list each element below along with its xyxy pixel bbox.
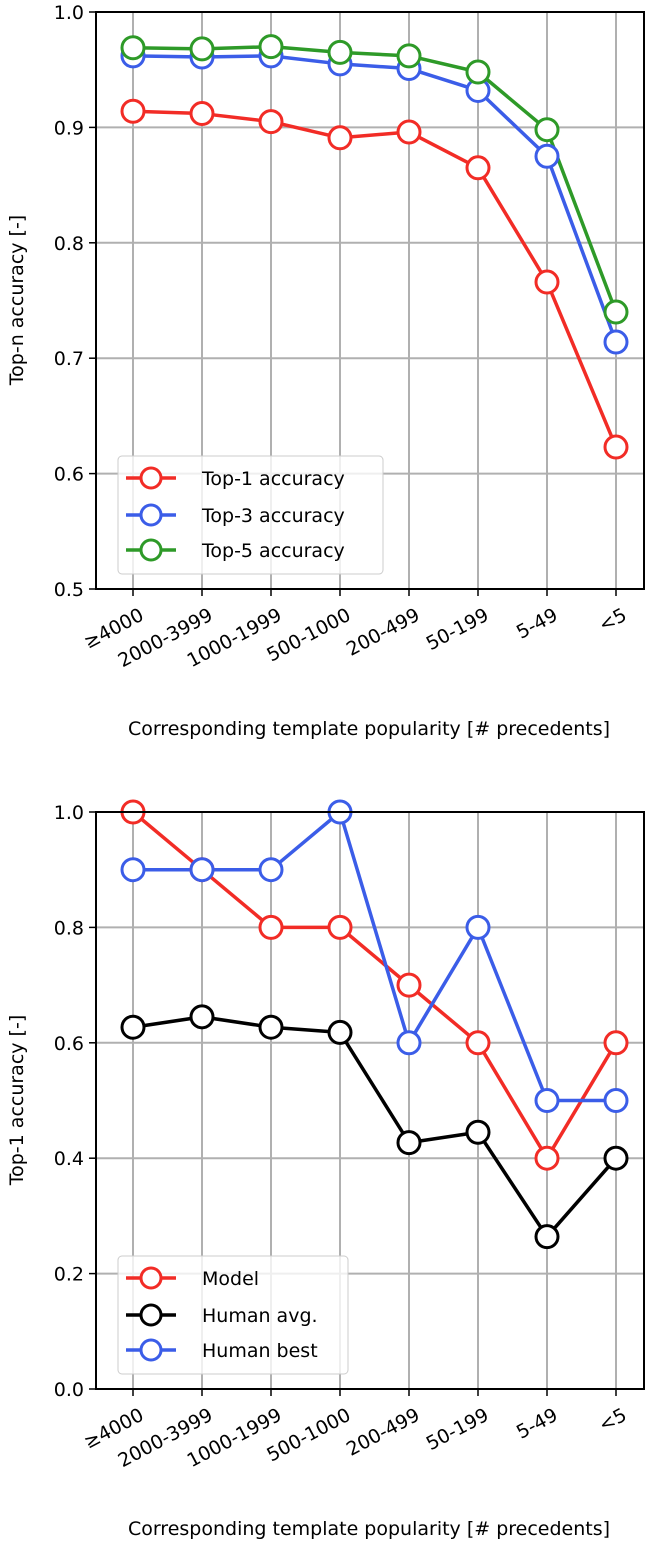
data-point (120, 857, 146, 883)
data-point (189, 36, 215, 62)
data-point (120, 98, 146, 124)
series-markers-top (120, 34, 629, 460)
y-tick-label: 0.5 (54, 579, 84, 601)
legend-entry: Top-1 accuracy (126, 466, 345, 490)
data-point (327, 39, 353, 65)
data-point (258, 109, 284, 135)
data-point (327, 1019, 353, 1045)
x-tick-label: 50-199 (423, 604, 493, 655)
data-point (396, 119, 422, 145)
data-point (465, 914, 491, 940)
data-point (120, 1014, 146, 1040)
data-point (258, 1014, 284, 1040)
series-line (131, 810, 618, 1160)
legend-marker (139, 538, 163, 562)
y-tick-label: 1.0 (54, 802, 84, 824)
y-tick-label: 0.4 (54, 1148, 84, 1170)
data-point (603, 299, 629, 325)
chart-top: 0.50.60.70.80.91.0≥40002000-39991000-199… (6, 2, 645, 740)
y-axis-label-top: Top-n accuracy [-] (6, 215, 28, 386)
legend-label: Top-5 accuracy (201, 540, 345, 562)
data-point (258, 857, 284, 883)
data-point (396, 972, 422, 998)
series-line (132, 54, 618, 343)
data-point (465, 155, 491, 181)
data-point (603, 434, 629, 460)
legend-entry: Model (126, 1266, 259, 1290)
y-tick-label: 1.0 (54, 2, 84, 24)
data-point (120, 35, 146, 61)
data-point (258, 914, 284, 940)
legend-entry: Top-3 accuracy (126, 503, 345, 527)
y-tick-label: 0.0 (54, 1379, 84, 1401)
data-point (189, 857, 215, 883)
data-point (465, 1030, 491, 1056)
series-line (132, 1015, 618, 1239)
y-tick-label: 0.7 (54, 348, 84, 370)
data-point (327, 125, 353, 151)
data-point (189, 1004, 215, 1030)
series-markers-bottom (120, 799, 629, 1250)
data-point (258, 34, 284, 60)
legend-label: Human avg. (202, 1305, 318, 1327)
x-tick-label: 5-49 (513, 604, 561, 644)
y-tick-label: 0.6 (54, 1033, 84, 1055)
x-axis-label-bottom: Corresponding template popularity [# pre… (128, 1518, 610, 1540)
data-point (189, 101, 215, 127)
legend-box-top (117, 455, 384, 575)
legend-marker (139, 1266, 163, 1290)
data-point (534, 1088, 560, 1113)
data-point (465, 1119, 491, 1145)
legend-top: Top-1 accuracy Top-3 accuracy Top-5 accu… (117, 455, 384, 575)
chart-bottom: 0.00.20.40.60.81.0≥40002000-39991000-199… (6, 799, 645, 1540)
data-point (534, 143, 560, 169)
data-point (534, 1224, 560, 1250)
legend-marker (139, 1338, 163, 1362)
legend-entry: Top-5 accuracy (126, 538, 345, 562)
y-axis-label-bottom: Top-1 accuracy [-] (6, 1015, 28, 1187)
legend-bottom: Model Human avg. Human best (117, 1255, 349, 1375)
legend-box-bottom (117, 1255, 349, 1375)
data-point (603, 1145, 629, 1171)
y-tick-label: 0.9 (54, 117, 84, 139)
y-tick-label: 0.8 (54, 917, 84, 939)
legend-label: Human best (202, 1340, 318, 1362)
x-axis-label-top: Corresponding template popularity [# pre… (128, 718, 610, 740)
legend-marker (139, 466, 163, 490)
data-point (465, 59, 491, 85)
data-point (396, 43, 422, 69)
legend-marker (139, 1303, 163, 1327)
legend-entry: Human avg. (126, 1303, 318, 1327)
x-tick-label: 5-49 (513, 1404, 561, 1444)
plot-frame-bottom (95, 811, 645, 1390)
y-tick-label: 0.2 (54, 1264, 84, 1286)
y-tick-label: 0.6 (54, 464, 84, 486)
plot-frame-top (95, 11, 645, 590)
data-point (327, 914, 353, 940)
x-tick-label: <5 (595, 1404, 630, 1437)
data-point (534, 117, 560, 143)
x-tick-label: <5 (595, 604, 630, 637)
legend-label: Top-1 accuracy (201, 468, 345, 490)
legend-marker (139, 503, 163, 527)
x-tick-label: 200-499 (343, 1404, 423, 1461)
data-point (603, 1030, 629, 1056)
legend-label: Model (202, 1268, 259, 1290)
x-tick-label: 50-199 (423, 1404, 493, 1455)
x-tick-label: 200-499 (343, 604, 423, 661)
data-point (396, 1030, 422, 1056)
data-point (603, 1088, 629, 1113)
legend-entry: Human best (126, 1338, 318, 1362)
data-point (534, 269, 560, 295)
legend-label: Top-3 accuracy (201, 505, 345, 527)
y-tick-label: 0.8 (54, 233, 84, 255)
data-point (534, 1145, 560, 1171)
data-point (603, 329, 629, 355)
data-point (396, 1130, 422, 1156)
